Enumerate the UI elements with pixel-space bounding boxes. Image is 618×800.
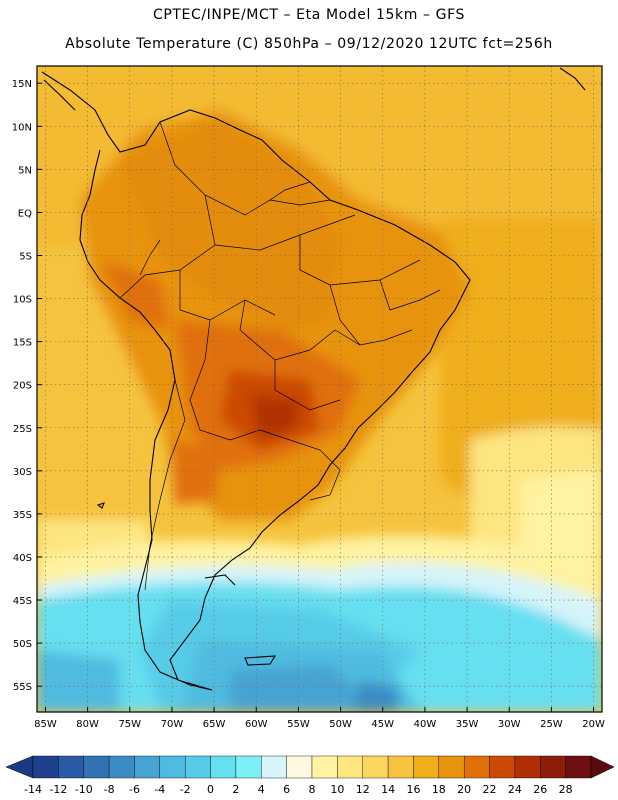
colorbar-label: 0 (207, 783, 214, 796)
colorbar-label: 12 (356, 783, 370, 796)
colorbar-label: 18 (432, 783, 446, 796)
latitude-label: 55S (13, 682, 32, 693)
colorbar-label: 8 (309, 783, 316, 796)
longitude-label: 80W (76, 719, 99, 730)
colorbar-swatch (134, 755, 161, 779)
colorbar-swatch (184, 755, 211, 779)
longitude-label: 65W (203, 719, 226, 730)
latitude-label: 15N (12, 79, 32, 90)
colorbar-swatch (261, 755, 287, 779)
colorbar-swatch (311, 755, 338, 779)
map-title-line-2: Absolute Temperature (C) 850hPa – 09/12/… (65, 36, 553, 52)
colorbar-label: -6 (129, 783, 140, 796)
colorbar-swatch (235, 755, 262, 779)
colorbar-overflow-arrow (590, 755, 615, 779)
latitude-axis: 15N 10N 5N EQ 5S 10S 15S 20S 25S 30S 35S 40S 45S 50S 5… (12, 79, 42, 693)
colorbar-swatch (362, 755, 389, 779)
colorbar-label: 2 (232, 783, 239, 796)
colorbar-swatch (438, 755, 465, 779)
colorbar-swatch (514, 755, 541, 779)
longitude-label: 85W (34, 719, 57, 730)
colorbar-swatch (210, 755, 237, 779)
colorbar-swatch (83, 755, 110, 779)
colorbar-label: 24 (508, 783, 522, 796)
colorbar-swatch (108, 755, 135, 779)
longitude-label: 40W (414, 719, 437, 730)
colorbar-underflow-arrow (5, 755, 34, 779)
colorbar-swatch (463, 755, 490, 779)
latitude-label: 10N (12, 122, 32, 133)
colorbar-swatch (387, 755, 414, 779)
longitude-label: 70W (161, 719, 184, 730)
colorbar-label: 4 (258, 783, 265, 796)
colorbar-label: 14 (381, 783, 395, 796)
longitude-label: 20W (582, 719, 605, 730)
longitude-label: 55W (287, 719, 310, 730)
longitude-label: 45W (371, 719, 394, 730)
longitude-label: 50W (329, 719, 352, 730)
longitude-label: 35W (456, 719, 479, 730)
colorbar-swatch (32, 755, 59, 779)
latitude-label: 10S (13, 295, 32, 306)
colorbar-swatch (286, 755, 313, 779)
latitude-label: 30S (13, 467, 32, 478)
colorbar-swatch (58, 755, 84, 779)
colorbar-label: 28 (559, 783, 573, 796)
colorbar-label: -12 (49, 783, 67, 796)
map-frame (36, 65, 603, 713)
colorbar-label: 20 (457, 783, 471, 796)
latitude-label: 5S (19, 251, 32, 262)
latitude-label: 50S (13, 639, 32, 650)
colorbar-label: 16 (406, 783, 420, 796)
temperature-field (37, 66, 602, 712)
longitude-axis: 85W 80W 75W 70W 65W 60W 55W 50W 45W 40W 35W 30W 25W 2… (34, 707, 605, 730)
longitude-label: 25W (540, 719, 563, 730)
latitude-label: 20S (13, 381, 32, 392)
longitude-label: 30W (498, 719, 521, 730)
colorbar-swatch (489, 755, 516, 779)
colorbar-label: 10 (330, 783, 344, 796)
colorbar-swatch (159, 755, 186, 779)
country-borders (119, 121, 441, 591)
colorbar-swatch (565, 755, 592, 779)
latitude-label: 25S (13, 424, 32, 435)
colorbar-label: -8 (104, 783, 115, 796)
colorbar-swatch (540, 755, 566, 779)
latitude-label: 40S (13, 553, 32, 564)
map-title-line-1: CPTEC/INPE/MCT – Eta Model 15km – GFS (152, 7, 466, 23)
colorbar-label: -2 (180, 783, 191, 796)
latitude-label: 15S (13, 338, 32, 349)
latitude-label: 35S (13, 510, 32, 521)
temperature-colorbar: -14 -12 -10 -8 -6 -4 -2 0 2 4 6 8 10 12 14 16 18 20 22 24 26… (5, 755, 615, 796)
colorbar-label: -4 (154, 783, 165, 796)
latitude-label: 45S (13, 596, 32, 607)
colorbar-swatch (337, 755, 363, 779)
latitude-label: EQ (18, 208, 32, 219)
colorbar-swatch (413, 755, 440, 779)
colorbar-label: 6 (283, 783, 290, 796)
colorbar-label: 26 (533, 783, 547, 796)
longitude-label: 60W (245, 719, 268, 730)
colorbar-label: -14 (24, 783, 42, 796)
latitude-label: 5N (18, 165, 32, 176)
colorbar-label: -10 (75, 783, 93, 796)
longitude-label: 75W (118, 719, 141, 730)
colorbar-label: 22 (483, 783, 497, 796)
